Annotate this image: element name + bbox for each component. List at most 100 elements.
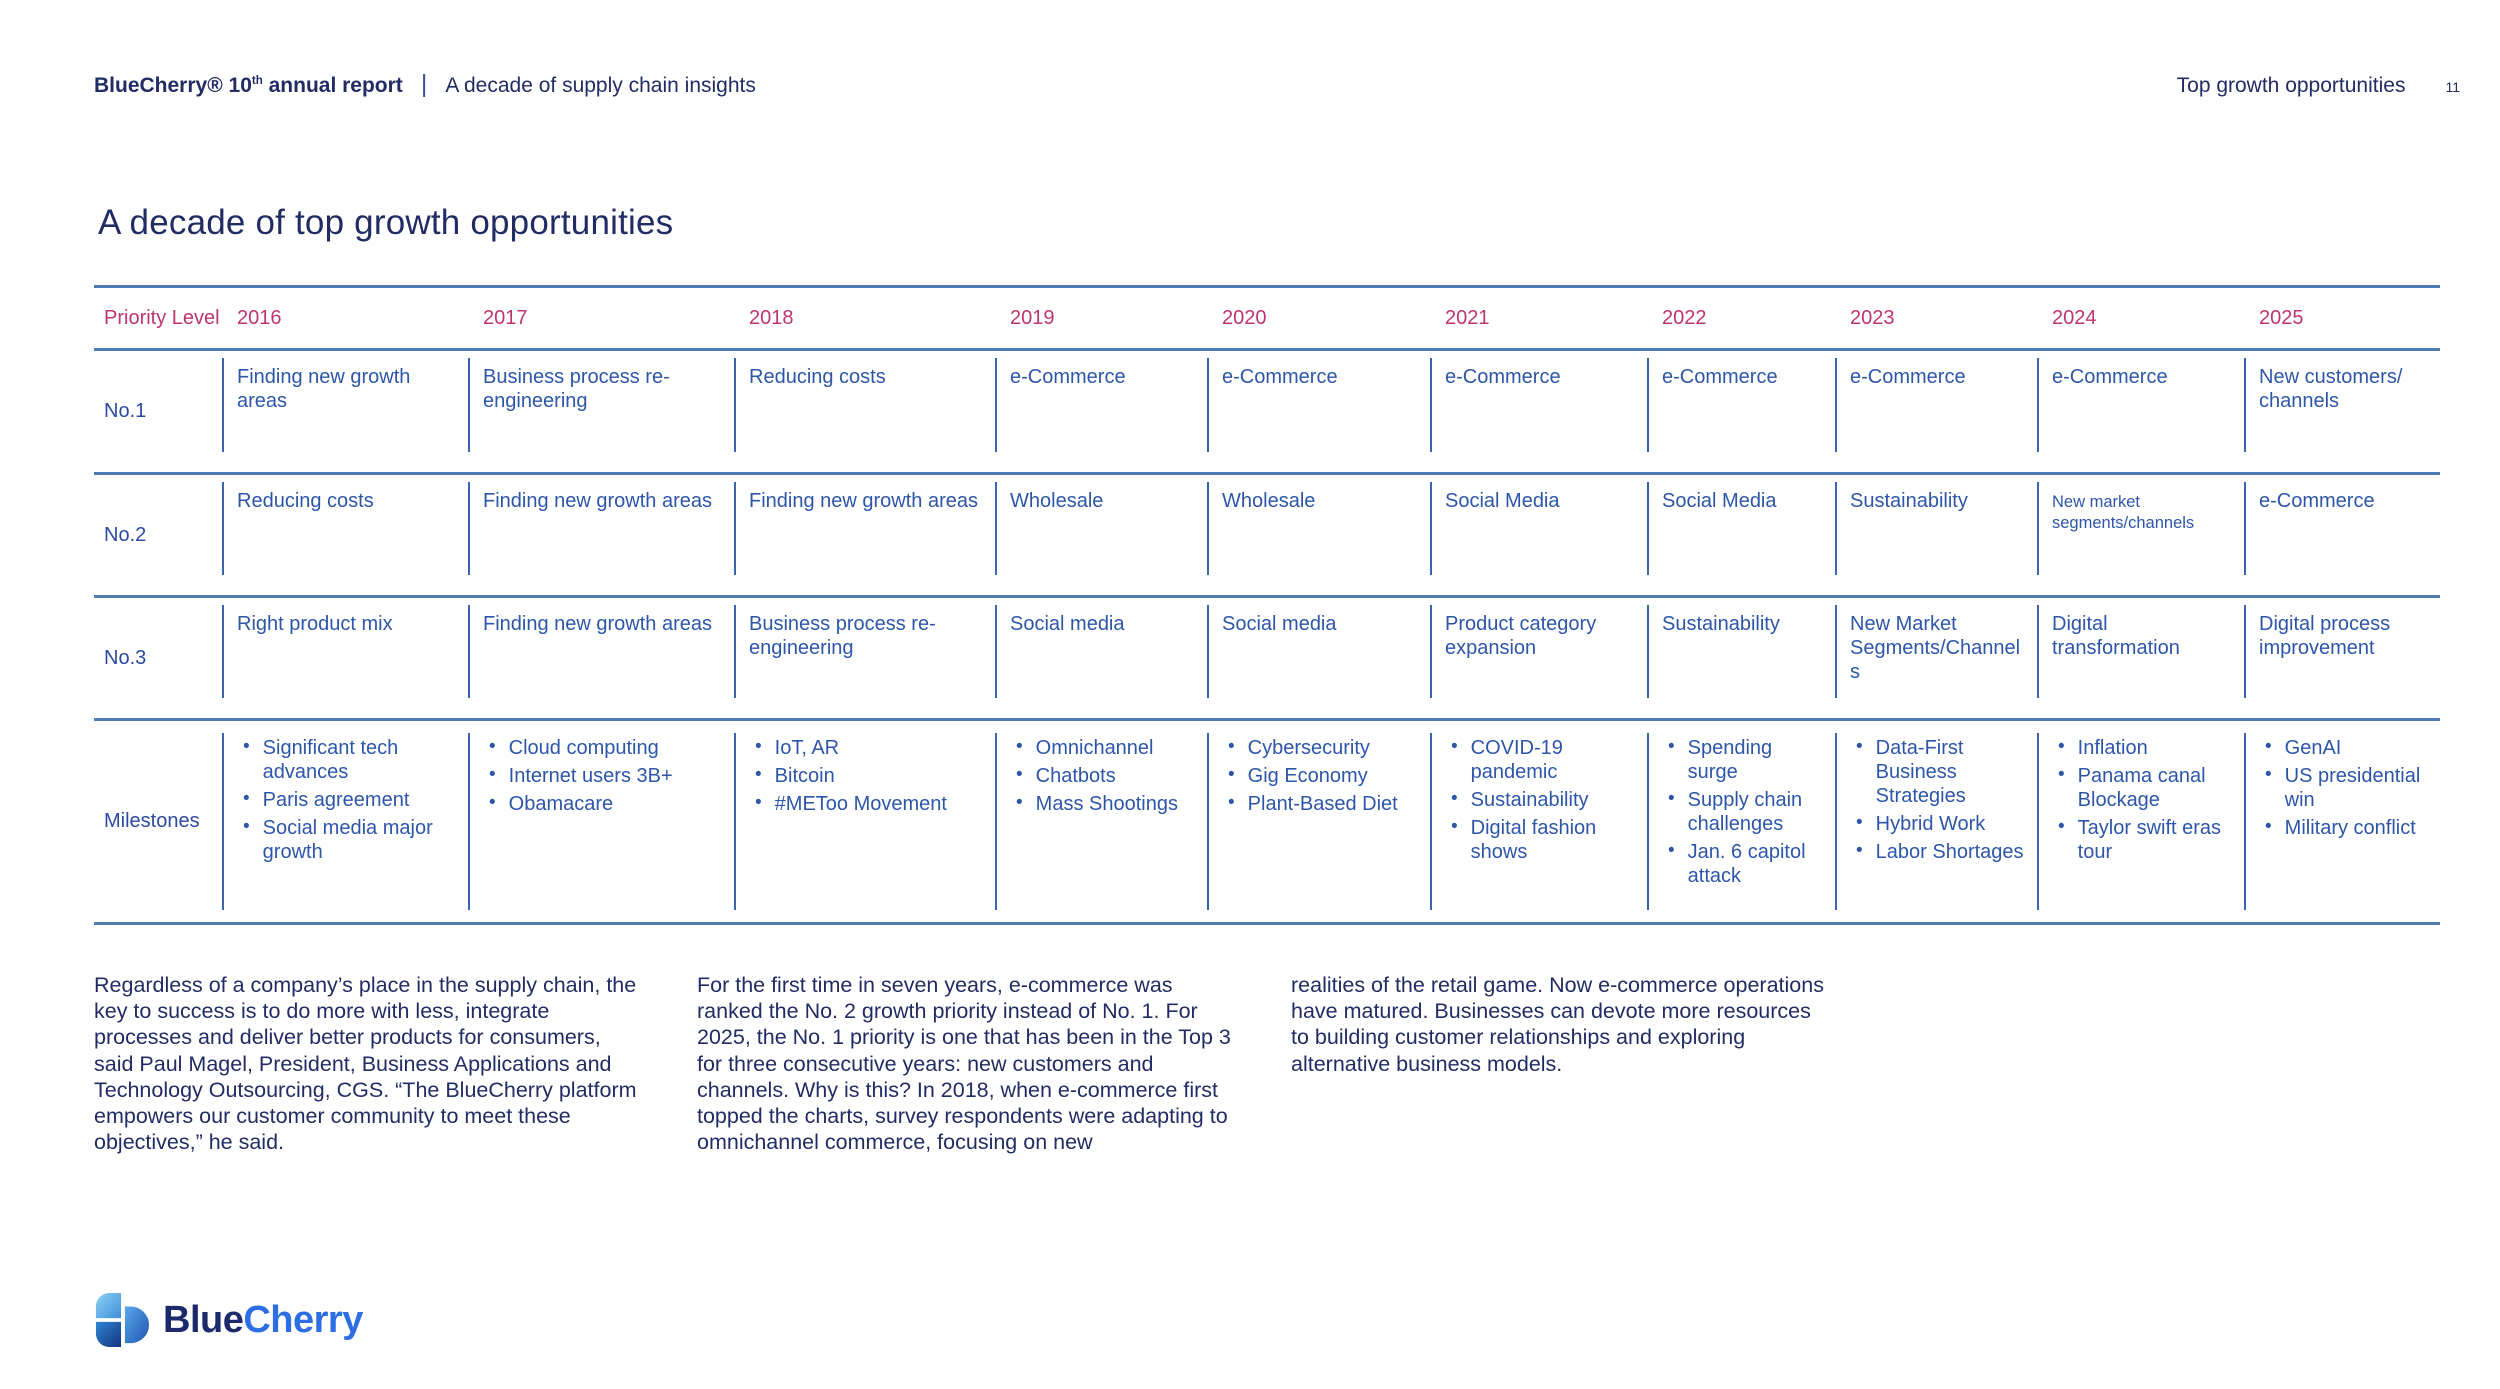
- year-header: 2022: [1662, 306, 1707, 329]
- milestone-item: Jan. 6 capitol attack: [1668, 840, 1823, 888]
- page-header: BlueCherry® 10th annual report | A decad…: [94, 70, 2460, 99]
- year-header: 2025: [2259, 306, 2304, 329]
- table-cell: e-Commerce: [2244, 475, 2440, 595]
- milestone-list: Omnichannel Chatbots Mass Shootings: [1010, 735, 1195, 816]
- table-cell: Wholesale: [995, 475, 1207, 595]
- table-body: No.1 Finding new growth areas Business pro…: [94, 351, 2440, 925]
- table-cell: Finding new growth areas: [222, 351, 468, 472]
- table-cell: New Market Segments/Channels: [1835, 598, 2037, 718]
- table-cell: Reducing costs: [734, 351, 995, 472]
- milestone-item: Panama canal Blockage: [2058, 764, 2232, 812]
- logo-petal-bottom: [95, 1321, 122, 1348]
- logo-text-cherry: Cherry: [243, 1298, 363, 1341]
- page-number: 11: [2445, 79, 2460, 95]
- table-cell: Finding new growth areas: [468, 475, 734, 595]
- milestone-item: Military conflict: [2265, 816, 2428, 840]
- table-cell: Social media: [995, 598, 1207, 718]
- milestone-list: IoT, AR Bitcoin #METoo Movement: [749, 735, 983, 816]
- table-cell: Data-First Business Strategies Hybrid Wor…: [1835, 721, 2037, 922]
- report-title-text: BlueCherry® 10: [94, 74, 252, 97]
- year-header: 2017: [483, 306, 528, 329]
- table-cell: e-Commerce: [2037, 351, 2244, 472]
- milestone-item: Bitcoin: [755, 764, 983, 788]
- milestone-item: Internet users 3B+: [489, 764, 722, 788]
- paragraph-analysis-continued: realities of the retail game. Now e-comm…: [1291, 973, 1824, 1076]
- milestone-item: Data-First Business Strategies: [1856, 736, 2025, 808]
- table-cell: e-Commerce: [1430, 351, 1647, 472]
- table-cell: Wholesale: [1207, 475, 1430, 595]
- milestone-item: Supply chain challenges: [1668, 788, 1823, 836]
- milestone-item: #METoo Movement: [755, 792, 983, 816]
- header-subtitle: A decade of supply chain insights: [445, 74, 756, 97]
- milestone-item: Cloud computing: [489, 736, 722, 760]
- logo-petal-right: [124, 1306, 150, 1344]
- row-label: No.3: [104, 646, 147, 669]
- milestone-list: Cybersecurity Gig Economy Plant-Based Diet: [1222, 735, 1418, 816]
- milestone-item: Spending surge: [1668, 736, 1823, 784]
- year-header: 2021: [1445, 306, 1490, 329]
- milestone-item: US presidential win: [2265, 764, 2428, 812]
- table-cell: Cybersecurity Gig Economy Plant-Based Diet: [1207, 721, 1430, 922]
- milestone-item: Hybrid Work: [1856, 812, 2025, 836]
- header-divider: |: [420, 70, 428, 98]
- table-cell: e-Commerce: [1835, 351, 2037, 472]
- table-cell: COVID-19 pandemic Sustainability Digital f…: [1430, 721, 1647, 922]
- table-cell: Cloud computing Internet users 3B+ Obamaca…: [468, 721, 734, 922]
- row-label: No.1: [104, 400, 147, 422]
- row-label: Milestones: [104, 810, 200, 832]
- table-cell: Digital process improvement: [2244, 598, 2440, 718]
- year-header: 2018: [749, 306, 794, 329]
- year-header: 2020: [1222, 306, 1267, 329]
- milestone-list: GenAI US presidential win Military conflic…: [2259, 735, 2428, 840]
- body-text-columns: Regardless of a company’s place in the s…: [94, 972, 1831, 1156]
- table-cell: Spending surgeSupply chain challengesJan…: [1647, 721, 1835, 922]
- table-cell: GenAI US presidential win Military conflic…: [2244, 721, 2440, 922]
- year-header: 2016: [237, 306, 282, 329]
- table-cell: New market segments/channels: [2037, 475, 2244, 595]
- paragraph-quote: Regardless of a company’s place in the s…: [94, 973, 637, 1155]
- table-cell: Finding new growth areas: [468, 598, 734, 718]
- report-title-superscript: th: [251, 75, 263, 87]
- milestone-item: Sustainability: [1451, 788, 1635, 812]
- milestone-item: Inflation: [2058, 736, 2232, 760]
- table-cell: Business process re-engineering: [468, 351, 734, 472]
- milestone-list: Cloud computing Internet users 3B+ Obamaca…: [483, 735, 722, 816]
- milestone-item: Plant-Based Diet: [1228, 792, 1418, 816]
- year-header: 2024: [2052, 306, 2097, 329]
- milestone-item: Cybersecurity: [1228, 736, 1418, 760]
- row-label: No.2: [104, 523, 147, 546]
- table-cell: e-Commerce: [1647, 351, 1835, 472]
- table-cell: Business process re-engineering: [734, 598, 995, 718]
- table-row: No.1 Finding new growth areas Business pro…: [94, 351, 2440, 475]
- bluecherry-logo-text: BlueCherry: [163, 1299, 363, 1342]
- bluecherry-logo: BlueCherry: [94, 1290, 363, 1350]
- milestone-list: Significant tech advances Paris agreement…: [237, 735, 456, 864]
- milestone-list: Inflation Panama canal BlockageTaylor swi…: [2052, 735, 2232, 864]
- table-cell: e-Commerce: [1207, 351, 1430, 472]
- milestone-item: Chatbots: [1016, 764, 1195, 788]
- table-cell: Product category expansion: [1430, 598, 1647, 718]
- paragraph-analysis: For the first time in seven years, e-com…: [697, 973, 1231, 1155]
- table-cell: Social Media: [1647, 475, 1835, 595]
- year-header: 2023: [1850, 306, 1895, 329]
- logo-text-blue: Blue: [163, 1298, 244, 1341]
- table-row: No.2 Reducing costs Finding new growth are…: [94, 475, 2440, 598]
- growth-opportunities-table: Priority Level 2016 2017 2018 2019 2020 2021 2…: [94, 285, 2440, 925]
- priority-level-label: Priority Level: [104, 306, 220, 329]
- milestone-item: Omnichannel: [1016, 736, 1195, 760]
- table-cell: Digital transformation: [2037, 598, 2244, 718]
- milestone-list: COVID-19 pandemic Sustainability Digital f…: [1445, 735, 1635, 864]
- table-cell: IoT, AR Bitcoin #METoo Movement: [734, 721, 995, 922]
- milestone-list: Spending surgeSupply chain challengesJan…: [1662, 735, 1823, 888]
- milestone-item: IoT, AR: [755, 736, 983, 760]
- report-title: BlueCherry® 10th annual report: [94, 74, 403, 98]
- milestone-item: Taylor swift eras tour: [2058, 816, 2232, 864]
- milestone-list: Data-First Business Strategies Hybrid Wor…: [1850, 735, 2025, 864]
- table-cell: Sustainability: [1835, 475, 2037, 595]
- year-header: 2019: [1010, 306, 1055, 329]
- table-cell: Sustainability: [1647, 598, 1835, 718]
- table-cell: New customers/ channels: [2244, 351, 2440, 472]
- table-row: No.3 Right product mix Finding new growth …: [94, 598, 2440, 721]
- section-label: Top growth opportunities: [2176, 74, 2406, 97]
